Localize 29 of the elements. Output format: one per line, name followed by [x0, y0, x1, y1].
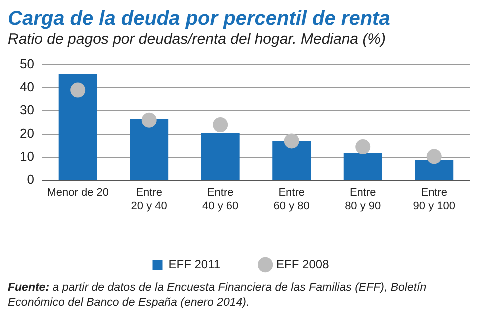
bar: [415, 160, 454, 180]
point: [426, 149, 442, 164]
bar: [201, 133, 240, 180]
y-tick-label: 40: [20, 80, 34, 95]
chart-title: Carga de la deuda por percentil de renta: [8, 8, 392, 30]
y-tick-label: 20: [20, 126, 34, 141]
y-tick-label: 0: [27, 172, 34, 188]
x-tick-label: Entre 40 y 60: [202, 187, 239, 212]
x-tick-label: Entre 90 y 100: [413, 187, 456, 212]
x-tick-label: Menor de 20: [47, 187, 109, 200]
x-tick-label: Entre 60 y 80: [274, 187, 310, 212]
chart-subtitle: Ratio de pagos por deudas/renta del hogar. Mediana (%): [8, 30, 388, 49]
point: [356, 140, 371, 155]
bar: [344, 153, 382, 180]
point: [70, 82, 86, 98]
point: [213, 118, 228, 133]
point: [284, 134, 300, 149]
y-tick-label: 10: [20, 149, 34, 164]
source-note: Fuente: a partir de datos de la Encuesta Financiera de las Familias (EFF), Boletín Económico del Banco de España (enero 2014).: [8, 281, 428, 311]
legend-label: EFF 2008: [276, 257, 330, 272]
y-tick-label: 30: [20, 102, 34, 118]
y-tick-label: 50: [20, 56, 34, 72]
legend-label: EFF 2011: [168, 257, 221, 272]
bar: [272, 141, 312, 180]
bar: [58, 74, 98, 180]
x-tick-label: Entre 20 y 40: [131, 187, 168, 212]
x-tick-label: Entre 80 y 90: [345, 187, 382, 212]
bar: [130, 119, 169, 180]
point: [142, 112, 157, 128]
